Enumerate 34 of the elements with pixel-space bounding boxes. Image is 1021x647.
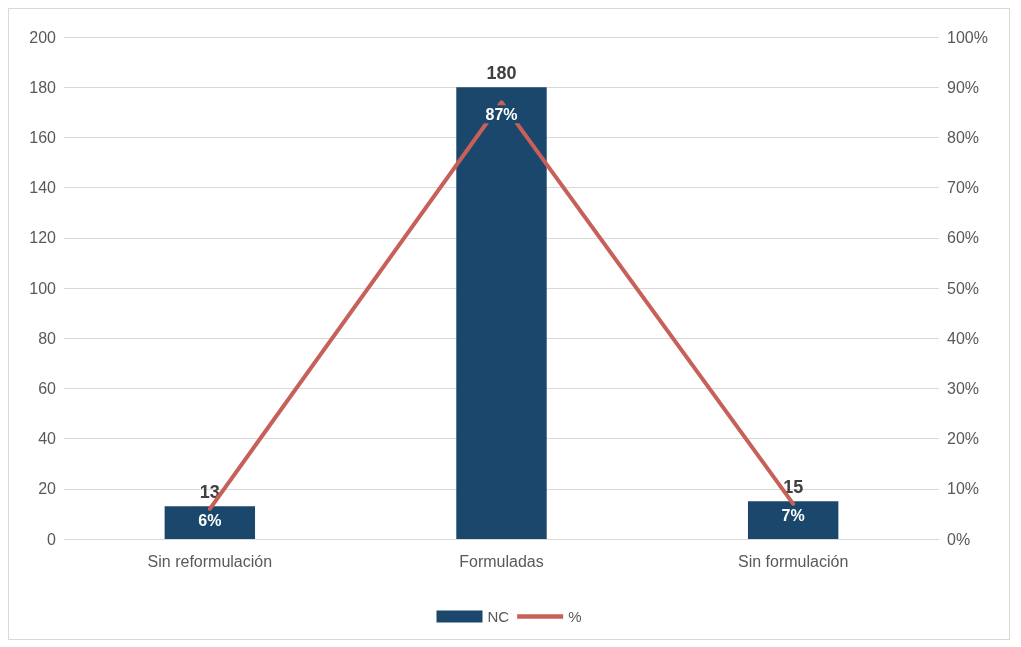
y2-tick-label: 100% [947, 28, 988, 46]
y2-tick-label: 30% [947, 379, 980, 397]
y-tick-label: 120 [29, 229, 57, 247]
data-label: 180 [486, 63, 517, 84]
y-tick-label: 180 [29, 78, 57, 96]
y-tick-label: 40 [38, 430, 57, 448]
legend-label: NC [487, 608, 510, 625]
y2-tick-label: 70% [947, 179, 980, 197]
y2-tick-label: 80% [947, 128, 980, 146]
y2-tick-label: 60% [947, 229, 980, 247]
y2-tick-label: 20% [947, 430, 980, 448]
data-label: 13 [199, 482, 220, 503]
y-tick-label: 20 [38, 480, 57, 498]
y2-tick-label: 50% [947, 279, 980, 297]
y-tick-label: 160 [29, 128, 57, 146]
y-tick-label: 140 [29, 179, 57, 197]
x-tick-label: Sin reformulación [147, 552, 273, 570]
y-tick-label: 100 [29, 279, 57, 297]
legend-label: % [568, 608, 582, 625]
bar [456, 87, 547, 539]
x-tick-label: Sin formulación [738, 552, 849, 570]
data-label: 6% [198, 512, 222, 530]
data-label: 87% [485, 105, 518, 123]
y2-tick-label: 10% [947, 480, 980, 498]
y-tick-label: 200 [29, 28, 57, 46]
y2-tick-label: 90% [947, 78, 980, 96]
y-tick-label: 60 [38, 379, 57, 397]
x-tick-label: Formuladas [459, 552, 544, 570]
data-label: 7% [781, 507, 805, 525]
y2-tick-label: 40% [947, 329, 980, 347]
y2-tick-label: 0% [947, 530, 971, 548]
y-tick-label: 0 [47, 530, 57, 548]
y-tick-label: 80 [38, 329, 57, 347]
data-label: 15 [783, 477, 804, 498]
